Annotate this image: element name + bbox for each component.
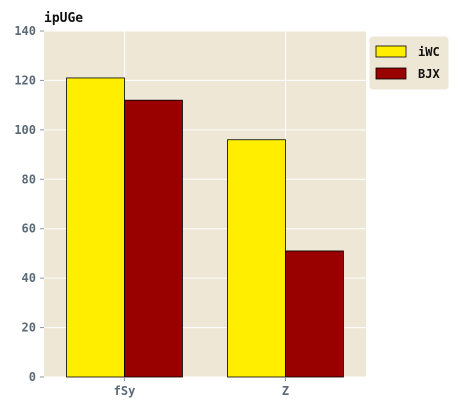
y-tick-label-0: 0 bbox=[29, 370, 36, 384]
y-tick-label-2: 40 bbox=[22, 271, 36, 285]
bar-iWC-Z bbox=[227, 139, 286, 378]
legend: iWC BJX bbox=[369, 36, 449, 90]
x-tick-label-0: fSy bbox=[114, 384, 136, 398]
y-tick-label-6: 120 bbox=[14, 73, 36, 87]
legend-swatch-BJX bbox=[375, 67, 407, 80]
bar-iWC-fSy bbox=[66, 77, 125, 378]
y-tick-label-3: 60 bbox=[22, 222, 36, 236]
legend-swatch-iWC bbox=[375, 45, 407, 58]
y-tick-label-4: 80 bbox=[22, 172, 36, 186]
legend-label-BJX: BJX bbox=[418, 67, 440, 81]
chart-title: ipUGe bbox=[44, 11, 83, 26]
bar-BJX-Z bbox=[285, 250, 344, 378]
bars bbox=[66, 77, 344, 378]
legend-label-iWC: iWC bbox=[418, 45, 440, 59]
y-tick-label-5: 100 bbox=[14, 123, 36, 137]
y-tick-label-1: 20 bbox=[22, 321, 36, 335]
bar-BJX-fSy bbox=[124, 99, 183, 378]
x-tick-label-1: Z bbox=[282, 384, 289, 398]
axes: 0 20 40 60 80 100 120 140 fSy Z bbox=[14, 24, 289, 398]
y-tick-label-7: 140 bbox=[14, 24, 36, 38]
